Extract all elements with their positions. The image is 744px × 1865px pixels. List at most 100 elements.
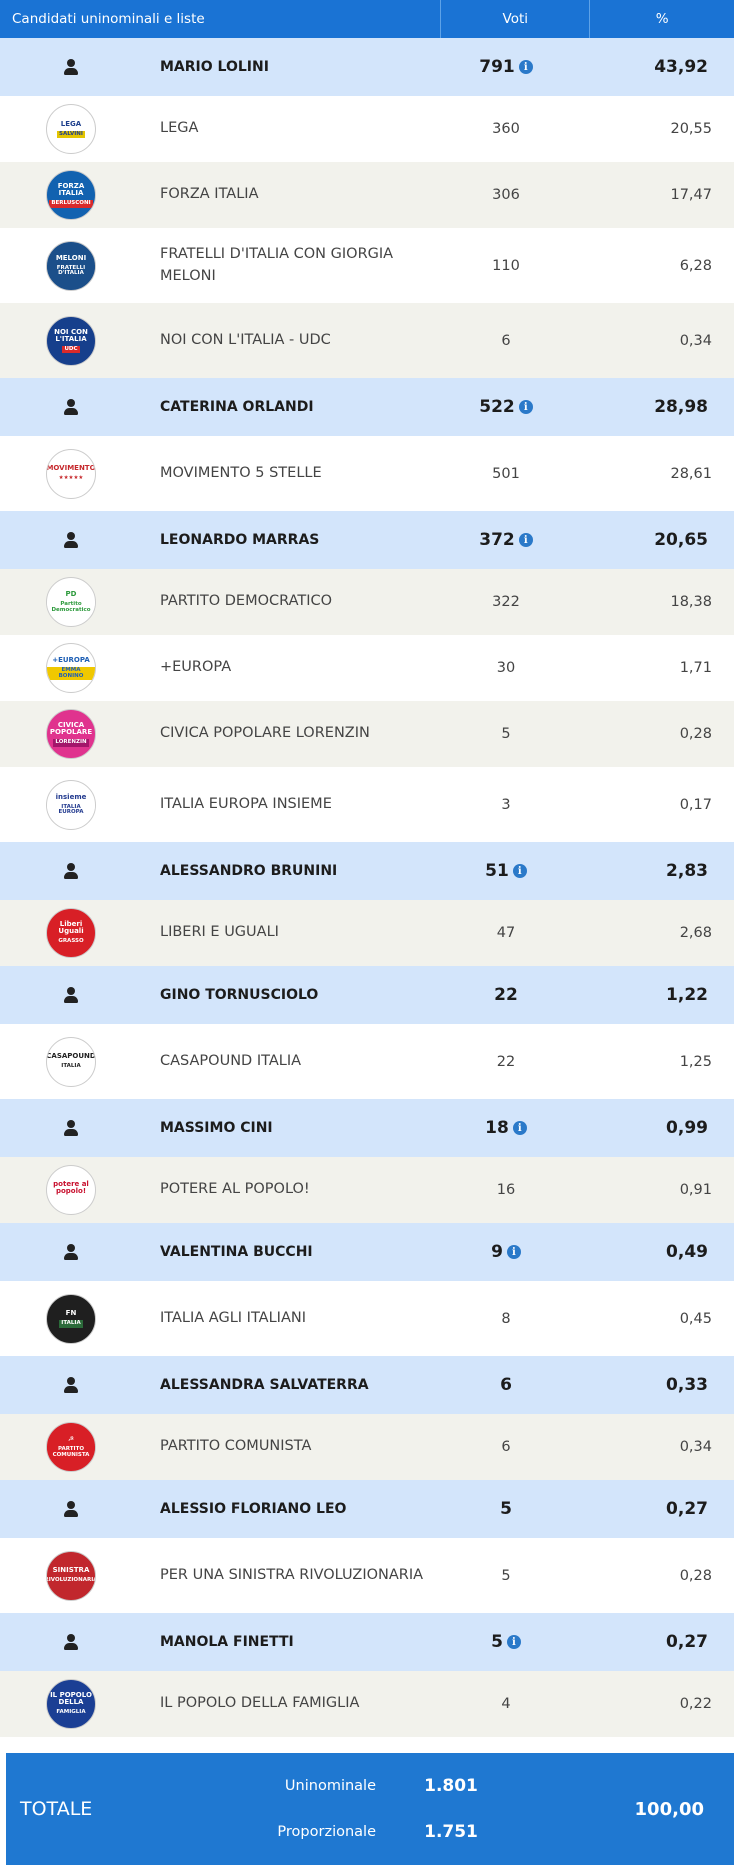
logo-subtext: ITALIA [59,1320,83,1328]
candidate-icon-cell [0,862,142,880]
candidate-icon-cell [0,1500,142,1518]
candidate-votes-cell: 522 i [432,397,580,417]
logo-subtext: GRASSO [56,938,86,946]
party-row: NOI CON L'ITALIA UDC NOI CON L'ITALIA - UD… [0,303,734,378]
party-votes: 5 [501,726,511,742]
total-row: TOTALE Uninominale 1.801 Proporzionale 1… [6,1753,734,1865]
logo-text: SINISTRA [52,1566,90,1575]
info-icon[interactable]: i [518,400,533,414]
party-logo-cell: IL POPOLO DELLA FAMIGLIA [0,1679,142,1729]
logo-subtext: Partito Democratico [47,601,95,614]
candidate-row: MASSIMO CINI 18 i 0,99 [0,1099,734,1157]
candidate-votes: 51 [485,861,509,881]
logo-subtext: FAMIGLIA [54,1709,88,1717]
candidate-name: LEONARDO MARRAS [160,531,320,548]
info-icon[interactable]: i [512,1121,527,1135]
candidate-votes: 22 [494,985,518,1005]
logo-subtext: RIVOLUZIONARIA [47,1577,95,1585]
party-votes: 322 [492,594,520,610]
logo-subtext: ★★★★★ [56,475,86,483]
logo-text: insieme [55,792,87,801]
party-logo-icon: MELONI FRATELLI D'ITALIA [46,240,96,291]
logo-subtext: BERLUSCONI [49,200,93,208]
logo-text: FORZA ITALIA [57,182,85,198]
party-votes: 16 [496,1182,516,1198]
info-icon[interactable]: i [518,60,533,74]
party-pct: 18,38 [670,594,712,610]
info-icon[interactable]: i [512,864,527,878]
party-pct: 1,25 [679,1053,712,1070]
party-pct: 0,28 [679,726,712,742]
info-icon[interactable]: i [518,533,533,547]
party-votes: 47 [496,925,516,941]
candidate-icon-cell [0,398,142,416]
party-logo-cell: CASAPOUND ITALIA [0,1036,142,1087]
party-name: FRATELLI D'ITALIA CON GIORGIA MELONI [160,245,394,284]
party-votes: 8 [501,1310,511,1327]
person-icon [62,1243,80,1261]
party-logo-icon: FN ITALIA [46,1293,96,1344]
party-pct: 17,47 [670,187,712,203]
party-pct: 0,28 [679,1567,712,1584]
party-row: LEGA SALVINI LEGA 360 20,55 [0,96,734,162]
party-name: LIBERI E UGUALI [160,924,279,941]
candidate-votes-cell: 5 [432,1499,580,1519]
party-logo-cell: NOI CON L'ITALIA UDC [0,315,142,366]
header-candidates: Candidati uninominali e liste [0,0,442,38]
candidate-pct: 0,27 [666,1632,708,1652]
party-logo-cell: CIVICA POPOLARE LORENZIN [0,709,142,759]
party-pct: 2,68 [679,925,712,941]
party-logo-icon: ☭ PARTITO COMUNISTA [46,1422,96,1472]
candidate-icon-cell [0,1633,142,1651]
party-logo-icon: +EUROPA EMMA BONINO [46,643,96,693]
party-votes: 501 [492,465,520,482]
party-row: MOVIMENTO ★★★★★ MOVIMENTO 5 STELLE 501 28,61 [0,436,734,511]
party-pct: 0,34 [679,1439,712,1455]
party-pct: 0,22 [679,1696,712,1712]
party-row: Liberi Uguali GRASSO LIBERI E UGUALI 47 2,68 [0,900,734,966]
party-logo-cell: ☭ PARTITO COMUNISTA [0,1422,142,1472]
party-name: ITALIA AGLI ITALIANI [160,1309,306,1326]
party-row: +EUROPA EMMA BONINO +EUROPA 30 1,71 [0,635,734,701]
info-icon[interactable]: i [506,1635,521,1649]
party-name: CIVICA POPOLARE LORENZIN [160,725,370,742]
candidate-pct: 28,98 [654,397,708,417]
party-name: ITALIA EUROPA INSIEME [160,795,332,812]
party-pct: 28,61 [670,465,712,482]
party-row: insieme ITALIA EUROPA ITALIA EUROPA INSIEM… [0,767,734,842]
logo-text: ☭ [67,1435,75,1443]
party-votes: 4 [501,1696,511,1712]
party-name: PER UNA SINISTRA RIVOLUZIONARIA [160,1566,424,1583]
candidate-votes-cell: 6 [432,1375,580,1395]
party-pct: 1,71 [679,660,712,676]
candidate-votes-cell: 791 i [432,57,580,77]
party-logo-icon: potere al popolo! [46,1165,96,1215]
header-votes: Voti [441,0,591,38]
party-votes: 6 [501,332,511,349]
candidate-row: VALENTINA BUCCHI 9 i 0,49 [0,1223,734,1281]
info-icon[interactable]: i [506,1245,521,1259]
party-logo-cell: FN ITALIA [0,1293,142,1344]
logo-text: LEGA [60,119,82,128]
candidate-pct: 1,22 [666,985,708,1005]
party-row: PD Partito Democratico PARTITO DEMOCRATICO… [0,569,734,635]
party-name: MOVIMENTO 5 STELLE [160,464,322,481]
logo-subtext: SALVINI [57,130,85,139]
candidate-icon-cell [0,1376,142,1394]
candidate-icon-cell [0,531,142,549]
person-icon [62,1500,80,1518]
logo-subtext: FRATELLI D'ITALIA [47,264,95,278]
logo-text: +EUROPA [52,656,90,664]
candidate-votes: 522 [479,397,515,417]
candidate-icon-cell [0,986,142,1004]
total-pct: 100,00 [634,1798,704,1820]
candidate-votes-cell: 18 i [432,1118,580,1138]
party-logo-cell: insieme ITALIA EUROPA [0,779,142,830]
party-votes: 6 [501,1439,511,1455]
logo-text: CASAPOUND [46,1052,96,1061]
party-logo-icon: FORZA ITALIA BERLUSCONI [46,170,96,220]
party-name: +EUROPA [160,659,232,676]
